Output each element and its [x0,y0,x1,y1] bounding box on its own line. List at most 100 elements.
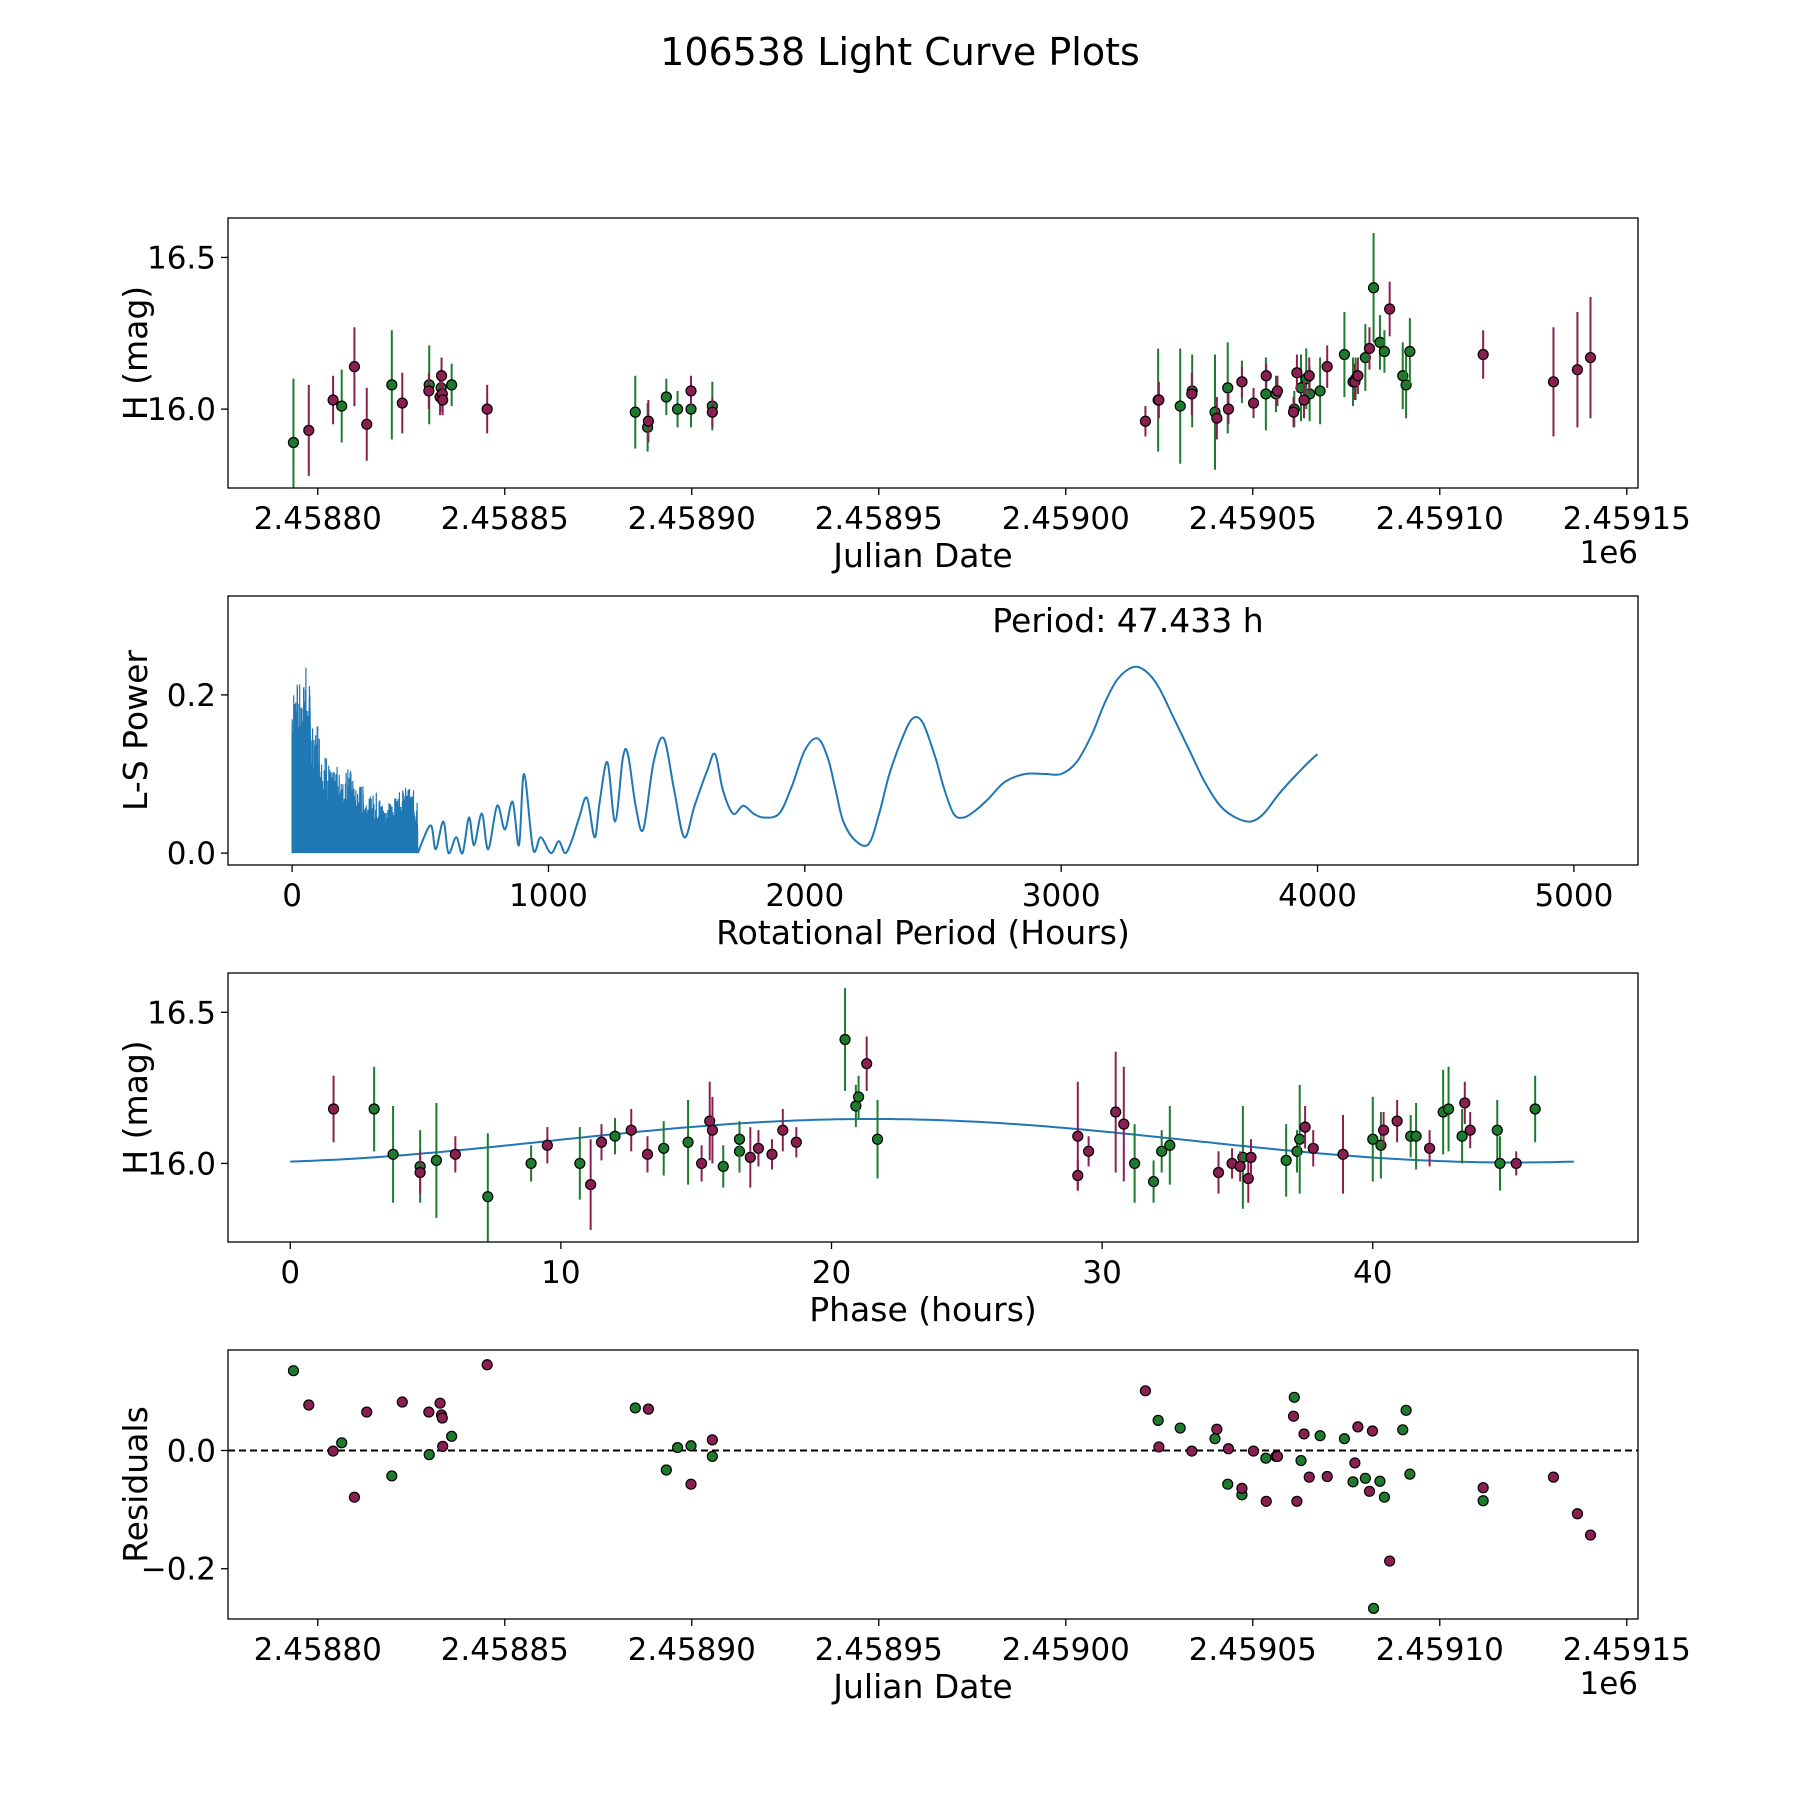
residuals-point-purple [481,1359,493,1371]
residuals-point-purple [1352,1421,1364,1433]
residuals-point-green [1288,1391,1300,1403]
lightcurve-panel: 2.45880 2.45885 2.45890 2.45895 2.45900 2.459… [116,217,1691,575]
figure-title: 106538 Light Curve Plots [660,30,1140,74]
lightcurve-point-purple [1321,361,1333,373]
phased-point-green [1367,1133,1379,1145]
phased-point-green [368,1103,380,1115]
lightcurve-point-purple [1384,303,1396,315]
lightcurve-plot-area [287,233,1597,488]
residuals-point-purple [1271,1450,1284,1463]
phased-point-purple [1118,1118,1130,1130]
lightcurve-point-green [1260,388,1272,400]
residuals-point-purple [1349,1457,1361,1469]
phased-point-purple [1337,1148,1349,1160]
phased-plot-area [290,988,1574,1242]
residuals-point-purple [1247,1445,1260,1457]
lightcurve-point-purple [1298,394,1310,406]
residuals-point-purple [1287,1410,1300,1422]
phased-point-purple [1072,1169,1084,1182]
phased-point-purple [1378,1124,1390,1136]
residuals-point-purple [1584,1529,1597,1541]
phased-point-green [430,1154,442,1166]
residuals-xtick-label: 2.45895 [815,1632,943,1668]
residuals-point-green [1359,1472,1371,1484]
residuals-point-purple [1236,1482,1248,1494]
residuals-point-purple [1291,1495,1303,1507]
residuals-point-purple [348,1491,361,1503]
phased-point-purple [706,1124,719,1136]
phased-point-purple [327,1103,340,1115]
lightcurve-point-green [287,436,300,449]
phased-point-green [1164,1139,1176,1151]
phased-xtick-label: 30 [1082,1255,1121,1291]
phased-point-green [574,1157,586,1170]
residuals-point-green [1477,1495,1489,1507]
residuals-point-purple [1547,1471,1560,1483]
periodogram-panel: 0 1000 2000 3000 4000 5000 0.0 0.2 Rotational Pe… [116,595,1639,952]
phased-ylabel: H (mag) [116,1040,155,1174]
lightcurve-ylabel: H (mag) [116,286,155,420]
residuals-point-green [706,1450,718,1463]
lightcurve-point-green [1400,379,1412,391]
periodogram-xtick-label: 4000 [1278,878,1357,914]
lightcurve-point-purple [303,424,315,436]
lightcurve-ytick-label: 16.0 [147,392,216,428]
residuals-axes-frame [227,1349,1639,1620]
residuals-plot-area [228,1359,1638,1614]
phased-point-green [1410,1130,1422,1142]
residuals-panel: 2.45880 2.45885 2.45890 2.45895 2.45900 2.459… [116,1349,1691,1706]
phased-point-purple [696,1157,708,1170]
phased-ytick-label: 16.0 [147,1146,216,1182]
lightcurve-axes-frame [227,217,1639,489]
residuals-point-purple [303,1399,315,1411]
lightcurve-point-green [1314,385,1326,397]
phased-point-purple [1245,1151,1257,1163]
phased-point-purple [1083,1145,1095,1157]
phased-axes-frame [227,972,1639,1243]
lightcurve-point-purple [1547,376,1560,388]
phased-point-purple [1242,1172,1254,1185]
residuals-point-purple [437,1440,449,1452]
periodogram-xtick-label: 5000 [1534,878,1613,914]
lightcurve-xtick-label: 2.45895 [815,501,943,537]
residuals-point-purple [1211,1423,1223,1435]
phased-point-green [682,1136,694,1148]
lightcurve-point-purple [685,385,697,397]
phased-point-purple [790,1136,802,1148]
periodogram-xtick-label: 1000 [509,878,588,914]
residuals-point-purple [423,1406,435,1418]
residuals-point-purple [685,1478,697,1490]
residuals-point-purple [1186,1445,1198,1457]
residuals-point-green [660,1464,672,1476]
residuals-offset-label: 1e6 [1579,1666,1638,1702]
residuals-point-purple [361,1406,373,1418]
lightcurve-point-purple [1363,342,1376,355]
residuals-point-purple [1363,1485,1376,1497]
residuals-point-green [1367,1602,1380,1614]
lightcurve-point-green [1378,345,1391,358]
lightcurve-point-green [1222,382,1234,394]
phased-point-green [717,1160,729,1173]
lightcurve-point-purple [1139,415,1152,427]
residuals-point-green [446,1430,458,1442]
residuals-point-green [1400,1404,1412,1416]
phased-point-purple [541,1139,553,1151]
phased-point-green [733,1133,746,1145]
periodogram-annotation: Period: 47.433 h [992,601,1263,640]
residuals-point-purple [1222,1443,1235,1455]
residuals-point-purple [1139,1385,1152,1397]
residuals-point-green [1295,1454,1307,1467]
phased-point-purple [1510,1157,1522,1170]
lightcurve-point-purple [361,418,373,430]
phased-point-purple [625,1124,637,1136]
phased-point-green [1494,1157,1506,1170]
lightcurve-xtick-label: 2.45900 [1002,501,1130,537]
lightcurve-point-purple [1477,348,1489,361]
phased-point-purple [449,1148,461,1160]
residuals-xtick-label: 2.45910 [1376,1632,1504,1668]
lightcurve-xtick-label: 2.45915 [1563,501,1691,537]
residuals-point-purple [1366,1425,1379,1437]
lightcurve-point-purple [1186,388,1198,400]
lightcurve-xtick-label: 2.45910 [1376,501,1504,537]
